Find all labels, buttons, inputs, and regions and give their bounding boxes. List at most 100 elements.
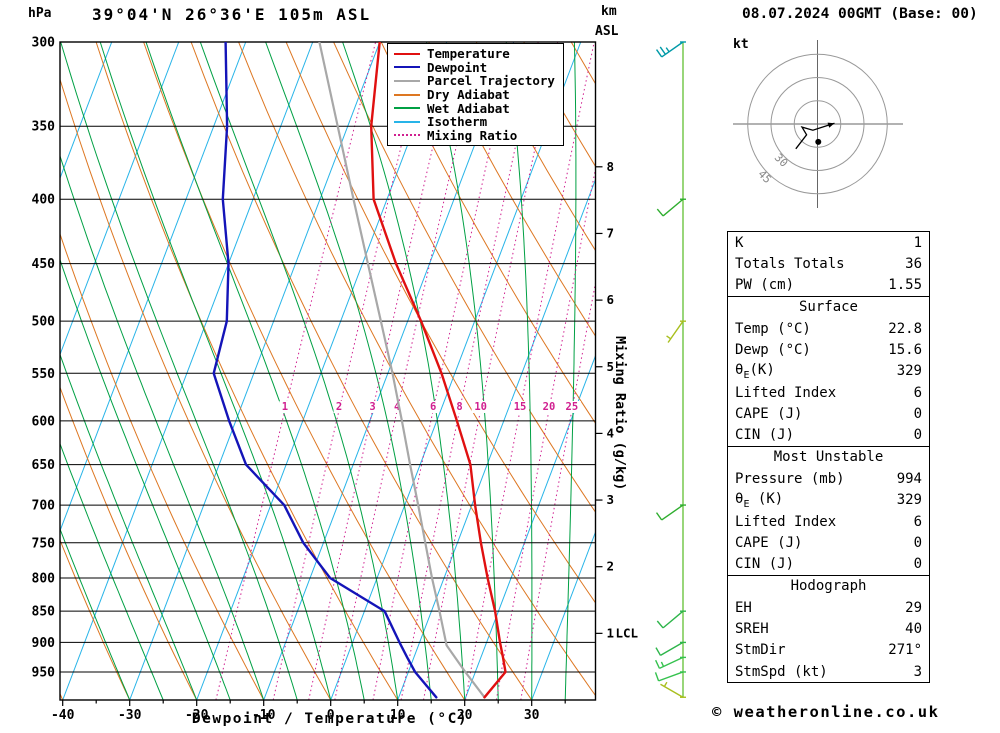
stat-value: 0 <box>913 556 922 573</box>
temperature-curve <box>370 42 507 699</box>
pressure-tick-label: 350 <box>32 120 56 135</box>
stat-row: StmSpd (kt) 3 <box>728 661 929 682</box>
temp-tick-label: -40 <box>51 708 75 723</box>
mixing-ratio-value: 25 <box>566 401 579 413</box>
legend-label: Dry Adiabat <box>427 87 510 103</box>
wind-barb <box>655 641 686 657</box>
lcl-label: LCL <box>616 625 639 640</box>
stat-value: 6 <box>913 384 922 401</box>
wind-barb <box>656 198 686 217</box>
pressure-tick-label: 600 <box>32 414 56 429</box>
pressure-tick-label: 500 <box>32 315 56 330</box>
stat-label: Temp (°C) <box>735 320 811 337</box>
stat-value: 1 <box>913 234 922 251</box>
mixing-label-bg <box>562 401 581 413</box>
plot-frame <box>59 41 597 701</box>
stat-label: StmSpd (kt) <box>735 663 828 680</box>
stat-row: θE (K) 329 <box>728 490 929 511</box>
hodograph-ring <box>747 53 888 195</box>
wind-barb <box>656 610 686 629</box>
stats-table: K 1 Totals Totals 36 PW (cm) 1.55 Surface Temp … <box>727 231 930 684</box>
stat-value: 329 <box>896 363 922 380</box>
km-tick-label: 5 <box>607 359 615 374</box>
stat-row: Temp (°C) 22.8 <box>728 318 929 339</box>
stat-row: CAPE (J) 0 <box>728 532 929 553</box>
stats-section-header: Hodograph <box>790 577 867 594</box>
mixing-ratio-value: 4 <box>394 401 400 413</box>
legend-line-sample <box>394 107 420 110</box>
km-tick-label: 3 <box>607 492 615 507</box>
stat-label: K <box>735 234 744 251</box>
mixing-ratio-value: 1 <box>282 401 288 413</box>
stat-value: 329 <box>896 492 922 509</box>
stat-row: Totals Totals 36 <box>728 253 929 274</box>
stat-row: θE(K) 329 <box>728 361 929 382</box>
temperature-axis: -40 -30 -20 -10 0 10 20 30 <box>51 700 566 723</box>
chart-legend: Temperature Dewpoint Parcel Trajectory Dry … <box>387 43 564 147</box>
mixing-label-bg <box>279 401 291 413</box>
isotherm-lines <box>60 42 596 700</box>
hodograph-ring <box>793 100 842 148</box>
stats-section-header: Most Unstable <box>773 448 884 465</box>
hodograph-unit-label: kt <box>733 37 749 52</box>
storm-motion-dot <box>815 138 822 145</box>
pressure-tick-label: 900 <box>32 636 56 651</box>
km-tick-label: 6 <box>607 292 615 307</box>
stat-row: SREH 40 <box>728 618 929 639</box>
mixing-ratio-value: 10 <box>474 401 487 413</box>
km-tick-label: 2 <box>607 559 615 574</box>
stat-value: 22.8 <box>888 320 922 337</box>
stat-label: Dewp (°C) <box>735 342 811 359</box>
stat-label: CIN (J) <box>735 427 795 444</box>
stat-row: Pressure (mb) 994 <box>728 468 929 489</box>
stat-row: CAPE (J) 0 <box>728 403 929 424</box>
legend-line-sample <box>394 66 420 69</box>
temp-tick-label: 10 <box>390 708 406 723</box>
temp-tick-label: 30 <box>524 708 540 723</box>
x-axis-label: Dewpoint / Temperature (°C) <box>191 711 469 727</box>
legend-label: Temperature <box>427 46 510 62</box>
pressure-unit-label: hPa <box>28 6 52 21</box>
hodograph-ring-label: 30 <box>772 151 791 170</box>
mixing-label-bg <box>539 401 558 413</box>
stat-label: Lifted Index <box>735 513 837 530</box>
pressure-tick-label: 450 <box>32 257 56 272</box>
stat-row: CIN (J) 0 <box>728 425 929 446</box>
chart-title: 39°04'N 26°36'E 105m ASL <box>92 5 372 24</box>
legend-item-dewpoint: Dewpoint <box>394 61 555 75</box>
stats-section: K 1 Totals Totals 36 PW (cm) 1.55 <box>728 232 929 296</box>
stats-section-hodograph: Hodograph EH 29 SREH 40 StmDir 271° StmSpd (kt)… <box>728 574 929 682</box>
wind-barb <box>666 320 686 343</box>
pressure-tick-label: 750 <box>32 536 56 551</box>
dewpoint-curve <box>212 42 438 699</box>
legend-item-parcel-trajectory: Parcel Trajectory <box>394 74 555 88</box>
mixing-label-bg <box>511 401 530 413</box>
mixing-label-bg <box>367 401 379 413</box>
stat-row: Dewp (°C) 15.6 <box>728 339 929 360</box>
copyright: © weatheronline.co.uk <box>712 703 940 721</box>
mixing-ratio-value: 8 <box>456 401 462 413</box>
hodograph-ring <box>770 77 865 171</box>
legend-label: Isotherm <box>427 114 488 130</box>
stat-label: θE (K) <box>735 490 784 510</box>
stat-label: StmDir <box>735 642 786 659</box>
km-tick-label: 8 <box>607 159 615 174</box>
wind-barb <box>654 656 686 670</box>
stat-value: 36 <box>905 255 922 272</box>
legend-line-sample <box>394 52 420 55</box>
pressure-tick-label: 800 <box>32 572 56 587</box>
mixing-ratio-axis-label: Mixing Ratio (g/kg) <box>612 336 628 491</box>
stat-row: PW (cm) 1.55 <box>728 275 929 296</box>
legend-line-sample <box>394 79 420 82</box>
stat-label: CAPE (J) <box>735 406 803 423</box>
wind-barb-column <box>654 41 686 698</box>
legend-line-sample <box>394 134 420 137</box>
legend-item-isotherm: Isotherm <box>394 115 555 129</box>
stat-value: 0 <box>913 427 922 444</box>
legend-label: Parcel Trajectory <box>427 73 555 89</box>
legend-label: Wet Adiabat <box>427 100 510 116</box>
stat-row: EH 29 <box>728 597 929 618</box>
